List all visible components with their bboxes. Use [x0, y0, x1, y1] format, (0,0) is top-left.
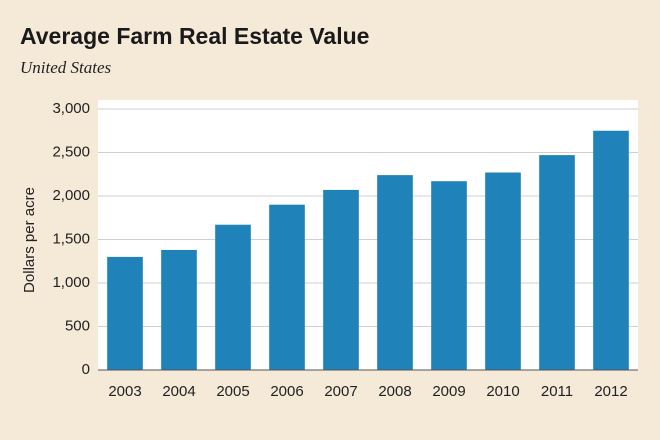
- x-tick-label: 2012: [594, 383, 627, 400]
- x-tick-label: 2004: [162, 383, 195, 400]
- chart-subtitle: United States: [20, 58, 112, 77]
- y-tick-label: 0: [82, 361, 90, 378]
- x-tick-label: 2008: [378, 383, 411, 400]
- bar: [431, 181, 467, 370]
- x-tick-label: 2006: [270, 383, 303, 400]
- bar: [161, 249, 197, 370]
- bar: [107, 256, 143, 370]
- x-tick-label: 2007: [324, 383, 357, 400]
- y-tick-label: 2,000: [52, 187, 90, 204]
- x-tick-label: 2010: [486, 383, 519, 400]
- bar: [323, 189, 359, 370]
- x-tick-label: 2003: [108, 383, 141, 400]
- bar: [377, 175, 413, 370]
- y-tick-label: 1,500: [52, 230, 90, 247]
- x-tick-label: 2011: [541, 383, 573, 400]
- y-tick-label: 1,000: [52, 274, 90, 291]
- y-tick-label: 500: [65, 317, 90, 334]
- x-tick-label: 2009: [432, 383, 465, 400]
- bar: [485, 172, 521, 370]
- bar: [593, 130, 629, 370]
- y-axis-label: Dollars per acre: [21, 187, 38, 293]
- chart-title: Average Farm Real Estate Value: [20, 23, 369, 49]
- bar: [269, 204, 305, 370]
- bar: [539, 155, 575, 370]
- y-tick-label: 2,500: [52, 143, 90, 160]
- x-tick-label: 2005: [216, 383, 249, 400]
- bar: [215, 224, 251, 370]
- y-tick-label: 3,000: [52, 100, 90, 117]
